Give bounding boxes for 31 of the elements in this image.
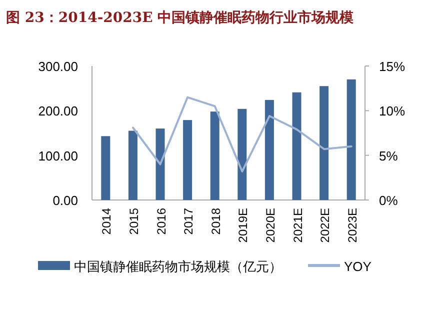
x-tick-label: 2014 [100, 208, 114, 235]
chart-title: 图 23：2014-2023E 中国镇静催眠药物行业市场规模 [6, 9, 355, 26]
x-tick-label: 2017 [182, 208, 196, 235]
x-tick-label: 2015 [126, 208, 141, 235]
bar [101, 136, 110, 200]
y-tick-label: 100.00 [38, 148, 78, 164]
bar [210, 112, 220, 200]
legend-label: YOY [344, 259, 372, 274]
y-tick-label: 300.00 [38, 59, 78, 74]
x-tick-label: 2016 [154, 208, 168, 235]
x-tick-label: 2018 [208, 208, 223, 235]
bar [264, 100, 274, 200]
bar [238, 108, 247, 200]
bar [346, 79, 356, 200]
x-tick-label: 2019E [236, 208, 250, 243]
y-tick-label: 200.00 [38, 104, 78, 119]
bar [183, 120, 192, 200]
legend-label: 中国镇静催眠药物市场规模（亿元） [74, 259, 282, 274]
y2-tick-label: 15% [379, 59, 406, 74]
bar [320, 86, 329, 200]
x-tick-label: 2020E [263, 208, 278, 243]
x-tick-label: 2022E [318, 208, 332, 243]
y-tick-label: 0.00 [52, 193, 78, 208]
y2-tick-label: 10% [379, 104, 406, 119]
bar [128, 130, 138, 200]
bar [292, 92, 302, 200]
y2-tick-label: 0% [379, 193, 398, 208]
x-tick-label: 2021E [290, 208, 305, 243]
x-tick-label: 2023E [345, 208, 360, 243]
bar [156, 128, 165, 200]
y2-tick-label: 5% [379, 148, 398, 164]
